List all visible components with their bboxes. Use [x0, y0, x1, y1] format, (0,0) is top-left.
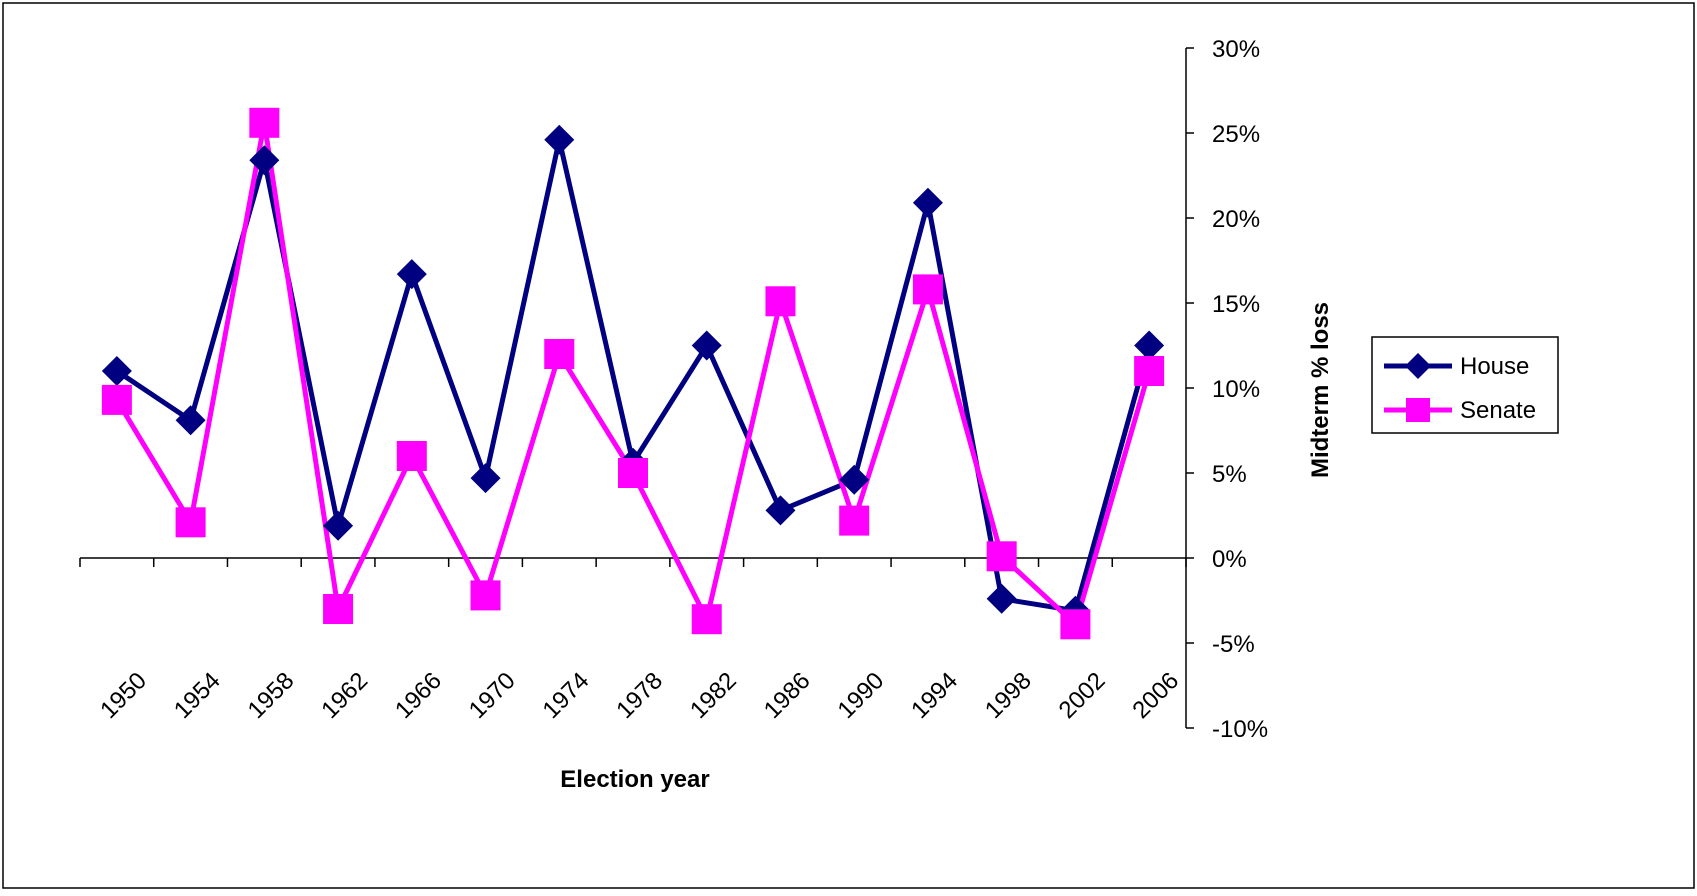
y-tick-label: 5% [1212, 461, 1247, 488]
legend-house-label: House [1460, 353, 1529, 380]
data-point-house [470, 463, 501, 494]
y-tick-label: 25% [1212, 121, 1260, 148]
data-point-senate [101, 384, 132, 415]
legend-box [1371, 336, 1559, 434]
legend: House Senate [1371, 336, 1559, 434]
data-point-senate [249, 107, 280, 138]
data-point-house [691, 330, 722, 361]
data-point-senate [912, 274, 943, 305]
y-tick-label: 20% [1212, 206, 1260, 233]
data-point-senate [986, 541, 1017, 572]
legend-senate-marker [1406, 398, 1430, 422]
data-point-senate [765, 286, 796, 317]
y-tick-label: -10% [1212, 716, 1268, 743]
data-point-senate [691, 604, 722, 635]
data-point-house [986, 583, 1017, 614]
data-point-house [396, 259, 427, 290]
data-point-senate [470, 580, 501, 611]
data-point-house [544, 124, 575, 155]
y-tick-label: 15% [1212, 291, 1260, 318]
legend-senate-label: Senate [1460, 397, 1536, 424]
y-tick-label: -5% [1212, 631, 1255, 658]
data-point-senate [1134, 356, 1165, 386]
data-point-house [912, 187, 943, 218]
y-tick-label: 10% [1212, 376, 1260, 403]
data-point-senate [618, 458, 648, 488]
data-point-senate [396, 441, 427, 471]
data-point-senate [839, 505, 870, 536]
data-point-house [1134, 330, 1165, 361]
y-tick-label: 0% [1212, 546, 1247, 573]
y-axis-title: Midterm % loss [1307, 302, 1334, 478]
data-point-house [323, 510, 354, 541]
data-point-house [249, 145, 280, 176]
x-axis-title: Election year [560, 766, 709, 793]
data-point-house [101, 356, 132, 386]
data-point-house [839, 464, 870, 495]
y-tick-label: 30% [1212, 36, 1260, 63]
data-point-senate [323, 594, 354, 624]
data-point-senate [544, 339, 575, 369]
data-point-senate [1060, 609, 1091, 640]
data-point-house [765, 495, 796, 526]
data-point-senate [175, 507, 206, 538]
data-point-house [175, 405, 206, 436]
legend-house-marker [1405, 353, 1431, 379]
